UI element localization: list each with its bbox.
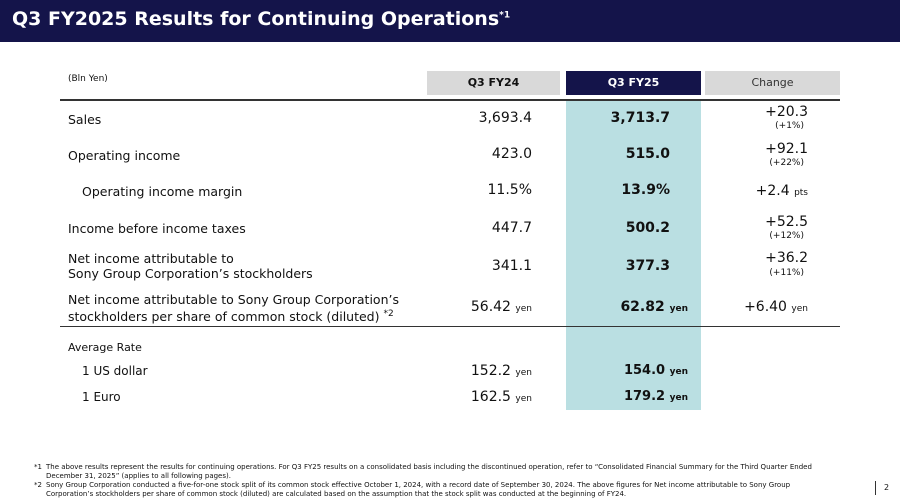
fy24-value: 56.42 [470,299,511,315]
row-label: Net income attributable to Sony Group Cor… [68,251,313,281]
fy24-value: 11.5% [487,182,532,198]
fy24-value: 152.2 [470,363,511,379]
unit: yen [669,393,688,403]
change-pct: (+11%) [769,268,804,278]
label-line: Sony Group Corporation’s stockholders [68,266,313,281]
change-unit: pts [794,188,808,198]
footnote-mark: *2 [34,481,42,489]
fy25-highlight [566,100,701,410]
change-value: +2.4 [755,183,790,199]
unit: yen [791,304,808,314]
page-title: Q3 FY2025 Results for Continuing Operati… [12,8,510,30]
change-value: +20.3 [765,104,808,120]
unit: yen [669,304,688,314]
col-header-fy24: Q3 FY24 [427,71,560,95]
unit-label: (Bln Yen) [68,74,108,84]
fy25-value: 377.3 [625,258,670,274]
page-number: 2 [875,481,889,495]
change-value: +92.1 [765,141,808,157]
fy25-value: 515.0 [625,146,670,162]
avg-rate-label: Average Rate [68,341,142,354]
unit: yen [515,368,532,378]
col-header-fy25: Q3 FY25 [566,71,701,95]
fy25-value: 13.9% [621,182,670,198]
unit: yen [669,367,688,377]
divider [60,326,840,327]
label-line: Net income attributable to [68,251,234,266]
fy24-value: 447.7 [491,220,532,236]
row-label: 1 Euro [82,390,121,404]
change-value: +36.2 [765,250,808,266]
fy24-value: 341.1 [491,258,532,274]
row-label: Sales [68,112,102,127]
header-bar: Q3 FY2025 Results for Continuing Operati… [0,0,900,42]
change-pct: (+22%) [769,158,804,168]
footnote-ref: *2 [383,309,394,319]
row-label: Operating income margin [82,184,243,199]
fy25-value: 154.0 [623,363,666,378]
label-line: stockholders per share of common stock (… [68,309,380,325]
footnote-text: Sony Group Corporation conducted a five-… [46,481,791,498]
title-note: *1 [499,10,511,21]
col-header-change: Change [705,71,840,95]
footnote-mark: *1 [34,463,42,471]
label-line: Net income attributable to Sony Group Co… [68,292,399,307]
change-pct: (+1%) [775,121,804,131]
footnote: *2 Sony Group Corporation conducted a fiv… [34,481,834,499]
unit: yen [515,394,532,404]
row-label: Net income attributable to Sony Group Co… [68,292,399,324]
change-pct: (+12%) [769,231,804,241]
footnote: *1 The above results represent the result… [34,463,834,481]
fy24-value: 3,693.4 [478,110,532,126]
fy24-value: 423.0 [491,146,532,162]
unit: yen [515,304,532,314]
row-label: 1 US dollar [82,364,148,378]
fy25-value: 3,713.7 [610,110,670,126]
fy25-value: 500.2 [625,220,670,236]
change-value: +52.5 [765,214,808,230]
divider [60,99,840,101]
title-text: Q3 FY2025 Results for Continuing Operati… [12,8,500,30]
change-value: +6.40 [744,299,787,315]
fy25-value: 62.82 [620,299,665,315]
fy24-value: 162.5 [470,389,511,405]
footnote-text: The above results represent the results … [46,463,812,480]
row-label: Operating income [68,148,181,163]
fy25-value: 179.2 [623,389,666,404]
row-label: Income before income taxes [68,221,246,236]
